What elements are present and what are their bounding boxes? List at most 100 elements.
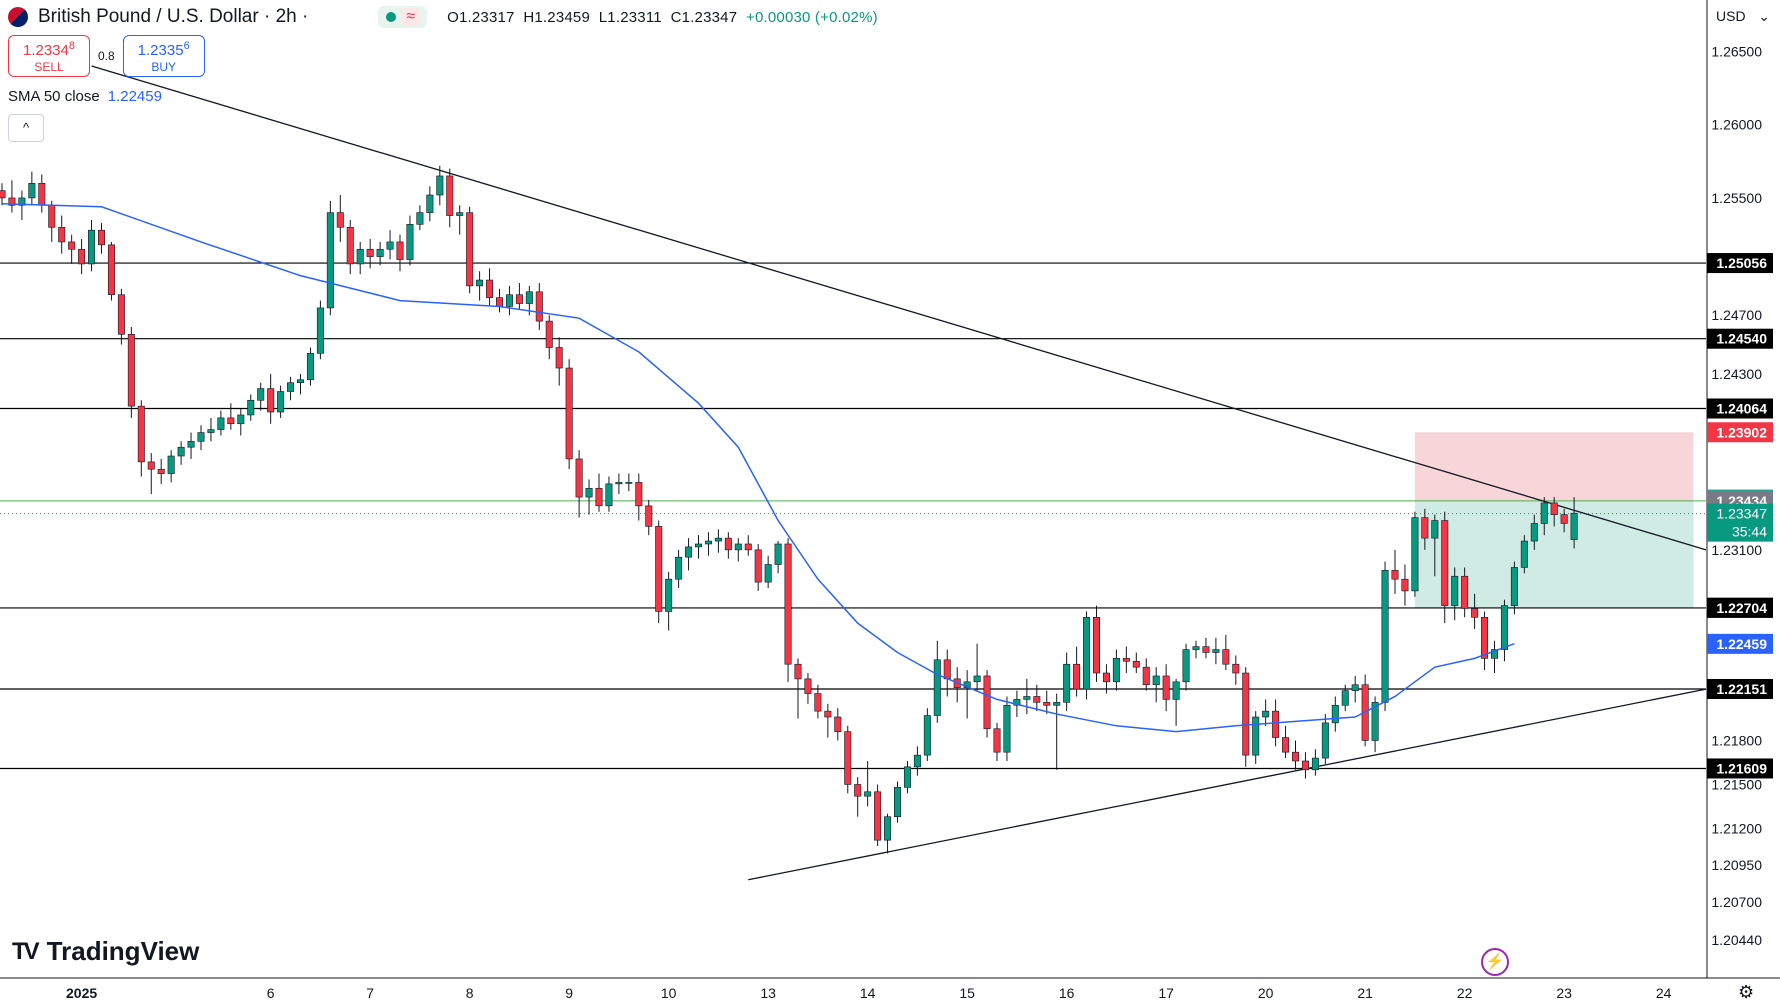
candle-body	[1481, 616, 1489, 659]
candle	[1182, 643, 1190, 691]
candle-body	[694, 543, 702, 548]
candle	[1192, 640, 1200, 659]
candle	[227, 403, 235, 430]
time-tick-label: 6	[267, 985, 275, 1001]
candle-body	[1491, 649, 1499, 659]
symbol-title[interactable]: British Pound / U.S. Dollar · 2h ·	[38, 6, 309, 27]
candle	[187, 432, 195, 459]
candle	[615, 473, 623, 495]
price-axis[interactable]: 1.26500 1.26000 1.25500 1.24700 1.24300 1.231…	[1706, 0, 1762, 978]
tradingview-logo[interactable]: TV TradingView	[12, 936, 199, 967]
delayed-data-icon: ≈	[402, 8, 420, 26]
candle-body	[1371, 702, 1379, 741]
candle	[893, 781, 901, 823]
time-axis[interactable]: 2025 6 7 8 9 10 13 14 15 16 17 20 21 22 23 24	[0, 977, 1780, 1001]
candle-body	[1142, 666, 1150, 686]
candle-body	[1023, 696, 1031, 700]
candle-body	[58, 226, 66, 243]
currency-selector[interactable]: USD ⌄	[1712, 2, 1778, 30]
candle	[1540, 497, 1548, 536]
time-tick-label: 15	[959, 985, 975, 1001]
indicator-legend[interactable]: SMA 50 close 1.22459	[8, 88, 162, 105]
horizontal-levels[interactable]	[0, 262, 1706, 770]
candle	[665, 571, 673, 631]
candle	[1500, 599, 1508, 662]
candle	[545, 315, 553, 360]
candle-body	[1560, 514, 1568, 524]
candle-body	[844, 731, 852, 785]
candle-body	[1063, 663, 1071, 703]
market-status[interactable]: ≈	[378, 6, 428, 28]
candle	[1570, 497, 1578, 549]
gear-icon[interactable]: ⚙	[1738, 982, 1755, 1002]
candle	[1520, 535, 1528, 574]
time-tick-label: 21	[1357, 985, 1373, 1001]
candle	[814, 684, 822, 719]
buy-button[interactable]: 1.23356 BUY	[122, 35, 205, 77]
candle	[625, 473, 633, 492]
buy-price: 1.2335	[137, 42, 184, 59]
tradingview-logo-icon: TV	[12, 937, 40, 965]
candle	[1550, 497, 1558, 527]
collapse-legend-button[interactable]: ^	[8, 114, 44, 142]
time-tick-label: 16	[1059, 985, 1075, 1001]
indicator-name: SMA 50 close	[8, 88, 100, 105]
candle	[535, 282, 543, 330]
candle	[58, 215, 66, 254]
candle	[237, 409, 245, 436]
bolt-icon[interactable]: ⚡	[1481, 948, 1509, 976]
sell-button[interactable]: 1.23348 SELL	[8, 35, 90, 77]
buy-label: BUY	[151, 60, 177, 74]
price-tick-label: 1.21800	[1711, 732, 1762, 748]
candle	[784, 538, 792, 682]
sell-label: SELL	[34, 60, 64, 74]
candle-body	[1232, 663, 1240, 674]
level-label-bg	[1707, 398, 1773, 419]
price-tick-label: 1.21500	[1711, 776, 1762, 792]
candle-body	[1093, 616, 1101, 674]
level-label: 1.25056	[1716, 255, 1767, 271]
trendlines[interactable]	[91, 65, 1707, 881]
time-tick-label: 14	[860, 985, 876, 1001]
candle	[1053, 693, 1061, 770]
market-open-icon	[386, 12, 397, 22]
candle-body	[665, 578, 673, 612]
candle-body	[734, 543, 742, 551]
candle	[1461, 567, 1469, 618]
candle-body	[1550, 502, 1558, 515]
candle-body	[1401, 578, 1409, 592]
candle-body	[874, 791, 882, 841]
candle-body	[864, 791, 872, 797]
candle-body	[1341, 690, 1349, 706]
candle-body	[1192, 646, 1200, 650]
candle	[973, 643, 981, 691]
candle-body	[545, 320, 553, 348]
candle-body	[923, 715, 931, 756]
candle-body	[78, 248, 86, 265]
currency-label: USD	[1716, 8, 1746, 24]
candle-body	[983, 675, 991, 730]
candle-body	[1152, 675, 1160, 686]
candle	[296, 373, 304, 395]
candle-body	[884, 816, 892, 841]
candle-body	[1182, 649, 1190, 683]
logo-text: TradingView	[46, 936, 200, 966]
candle-body	[28, 182, 36, 199]
candle	[48, 200, 56, 242]
candle	[1341, 684, 1349, 712]
candle-body	[505, 294, 513, 307]
candle-body	[555, 347, 563, 369]
time-tick-label: 8	[466, 985, 474, 1001]
candle-body	[1262, 710, 1270, 718]
candle	[78, 239, 86, 275]
candle-body	[98, 229, 106, 246]
candle-body	[1570, 512, 1578, 540]
candle	[495, 288, 503, 313]
candle-body	[406, 224, 414, 260]
sma-line	[1, 203, 1515, 733]
candle-body	[187, 441, 195, 448]
price-tick-label: 1.24700	[1711, 307, 1762, 323]
candle-body	[107, 244, 115, 296]
candle-body	[207, 429, 215, 433]
